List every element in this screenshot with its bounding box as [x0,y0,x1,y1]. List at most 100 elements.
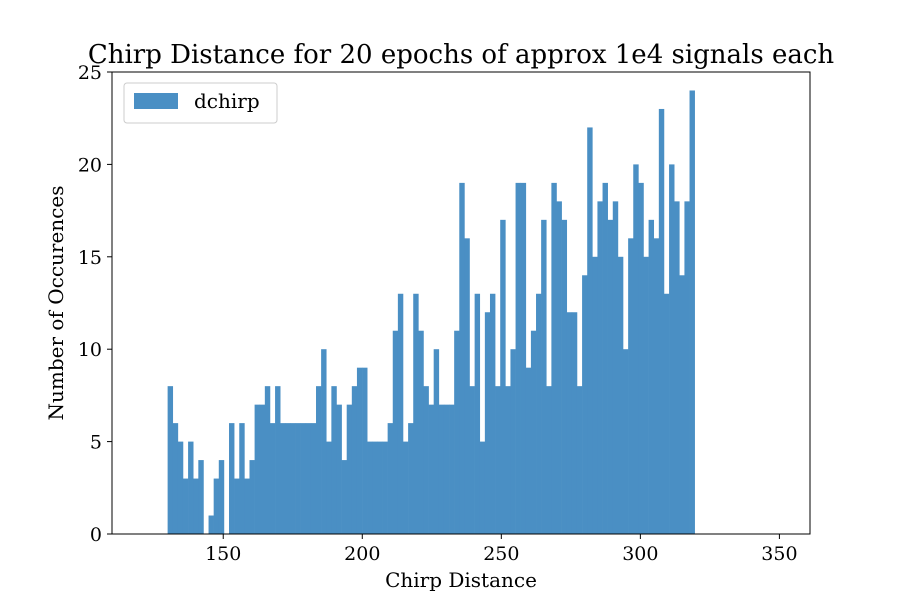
histogram-bar [587,127,593,534]
histogram-bar [305,423,312,534]
histogram-bar [592,256,598,534]
histogram-bar [239,423,245,534]
histogram-bar [566,312,573,534]
histogram-bar [597,201,603,535]
histogram-bar [285,423,291,534]
histogram-bar [520,182,527,534]
y-tick-label: 20 [78,154,102,176]
histogram-bar [479,441,486,534]
y-tick-label: 10 [78,339,102,361]
histogram-bar [300,423,307,534]
histogram-bar [500,219,506,534]
histogram-bar [423,386,429,534]
histogram-bar [489,293,496,534]
histogram-bar [346,404,353,534]
histogram-bar [264,386,271,534]
histogram-bar [576,386,583,534]
histogram-bar [234,478,240,534]
histogram-bar [443,404,450,534]
y-axis-ticks: 0 5 10 15 20 25 [78,62,112,546]
histogram-bar [208,515,214,534]
histogram-bar [474,293,481,534]
histogram-bar [351,386,358,534]
y-tick-label: 0 [90,524,102,546]
histogram-bar [449,404,455,534]
histogram-bar [367,441,373,534]
histogram-bar [469,386,475,534]
histogram-bar [602,182,608,534]
histogram-bar [648,219,655,534]
histogram-bar [249,460,255,534]
histogram-bar [377,441,383,534]
histogram-bar [341,460,348,534]
histogram-bar [326,441,332,534]
histogram-bar [193,478,199,534]
y-tick-label: 5 [90,432,102,454]
histogram-bar [213,478,220,534]
histogram-bar [218,460,225,534]
histogram-bar [188,441,194,534]
histogram-bar [571,312,578,534]
histogram-bar [674,201,680,535]
histogram-bar [387,423,394,534]
x-tick-label: 200 [344,543,380,565]
histogram-bar [280,423,286,534]
histogram-bar [438,404,445,534]
histogram-bar [628,238,634,534]
histogram-bar [495,386,501,534]
y-axis-label: Number of Occurences [44,186,68,421]
histogram-bar [536,293,542,534]
histogram-bar [459,182,465,534]
histogram-bar [397,293,404,534]
histogram-bar [525,367,532,534]
histogram-bar [331,386,337,534]
histogram-bar [310,423,317,534]
histogram-bar [679,275,685,534]
histogram-bar [505,386,511,534]
histogram-bar [484,312,491,534]
histogram-bar [244,478,250,534]
x-axis-ticks: 150 200 250 300 350 [205,534,798,565]
histogram-bar [392,330,399,534]
histogram-bar [617,256,624,534]
x-tick-label: 350 [761,543,797,565]
histogram-bar [198,460,204,534]
histogram-bar [295,423,301,534]
x-tick-label: 250 [483,543,519,565]
histogram-bar [362,367,368,534]
histogram-bar [689,90,695,534]
histogram-bar [413,293,419,534]
chart-title: Chirp Distance for 20 epochs of approx 1… [88,40,835,70]
x-tick-label: 150 [205,543,241,565]
plot-frame [111,71,811,535]
histogram-bar [290,423,296,534]
legend-swatch [134,93,178,109]
histogram-bar [177,441,184,534]
histogram-bar [428,404,434,534]
histogram-bar [167,386,174,534]
histogram-bar [402,441,409,534]
histogram-bar [669,164,675,534]
x-axis-label: Chirp Distance [385,568,537,592]
bars-group [167,90,695,535]
histogram-bar [382,441,388,534]
histogram-bar [623,349,629,534]
histogram-bar [658,108,665,535]
histogram-bar [336,404,342,534]
x-tick-label: 300 [622,543,658,565]
legend: dchirp [123,82,278,124]
histogram-bar [556,201,562,535]
histogram-bar [663,293,670,534]
histogram-bar [653,238,660,534]
histogram-bar [546,386,552,534]
histogram-bar [372,441,378,534]
histogram-bar [229,423,235,534]
histogram-bar [182,478,189,534]
histogram-bar [321,349,327,534]
histogram-bar [269,423,276,534]
histogram-bar [316,386,322,534]
histogram-bar [551,182,557,534]
histogram-bar [638,182,644,534]
histogram-bar [643,256,649,534]
